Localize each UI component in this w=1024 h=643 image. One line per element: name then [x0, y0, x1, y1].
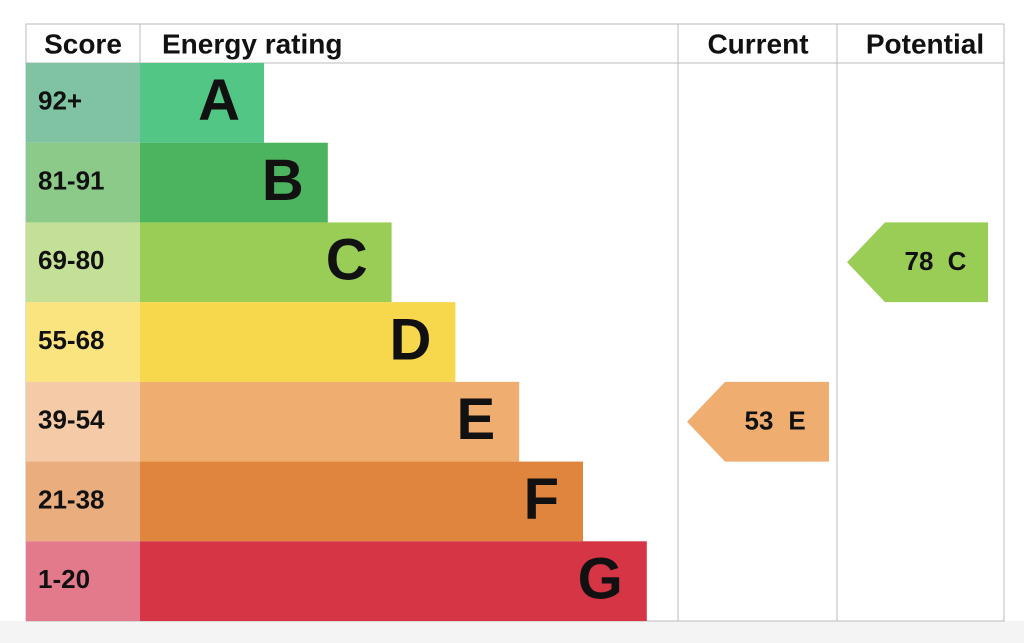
score-cell	[26, 63, 140, 143]
score-label: 1-20	[38, 564, 90, 594]
rating-letter: A	[198, 68, 240, 133]
rating-bar	[140, 302, 456, 382]
footer-strip	[0, 621, 1024, 643]
rating-letter: G	[578, 546, 623, 611]
rating-bar	[140, 142, 328, 223]
score-cell	[26, 142, 140, 223]
score-cell	[26, 461, 140, 542]
rating-bar	[140, 63, 264, 143]
rating-letter: B	[262, 148, 304, 213]
score-label: 55-68	[38, 325, 105, 355]
rating-letter: F	[524, 467, 559, 532]
score-cell	[26, 302, 140, 382]
rating-bar	[140, 541, 647, 621]
header-score: Score	[44, 28, 122, 59]
rating-bar	[140, 461, 583, 542]
rating-letter: C	[326, 228, 368, 293]
current-arrow	[687, 381, 829, 462]
score-cell	[26, 541, 140, 621]
rating-bar	[140, 222, 392, 303]
header-rating: Energy rating	[162, 28, 342, 59]
score-cell	[26, 381, 140, 462]
current-letter: E	[788, 406, 805, 436]
header-potential: Potential	[866, 28, 984, 59]
current-value: 53	[745, 406, 774, 436]
header-current: Current	[707, 28, 808, 59]
potential-value: 78	[905, 246, 934, 276]
score-cell	[26, 222, 140, 303]
score-label: 39-54	[38, 405, 105, 435]
score-label: 69-80	[38, 245, 105, 275]
score-label: 21-38	[38, 484, 105, 514]
score-label: 81-91	[38, 165, 105, 195]
rating-bar	[140, 381, 520, 462]
rating-letter: D	[390, 307, 432, 372]
potential-arrow	[847, 222, 988, 303]
score-label: 92+	[38, 86, 82, 116]
rating-letter: E	[457, 387, 496, 452]
potential-letter: C	[948, 246, 967, 276]
